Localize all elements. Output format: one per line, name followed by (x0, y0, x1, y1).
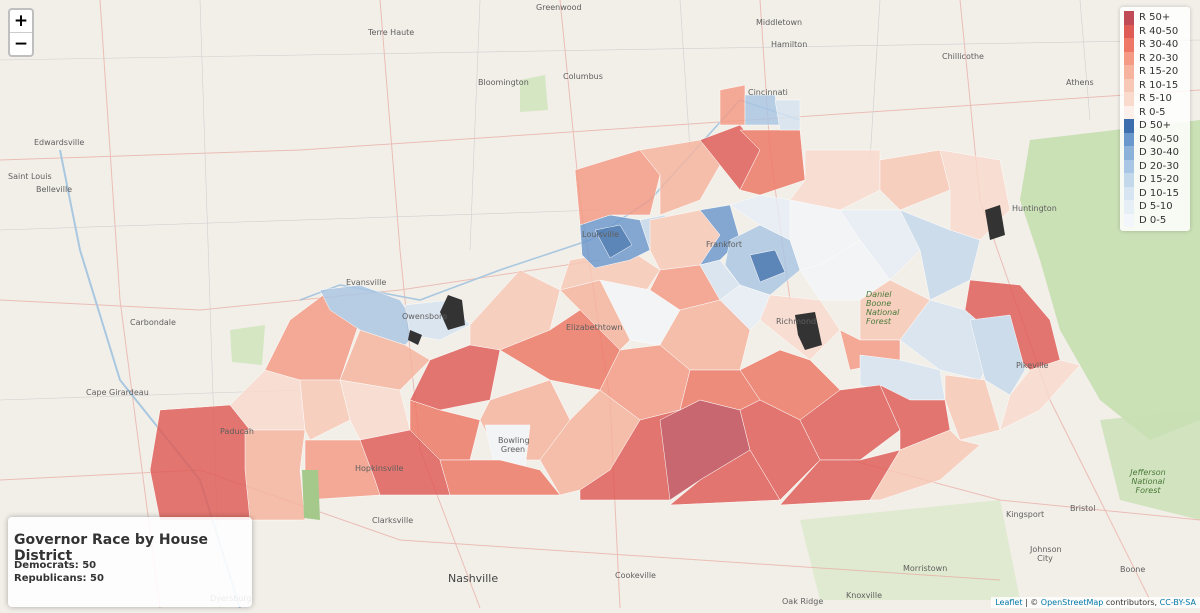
district[interactable] (749, 249, 786, 283)
district[interactable] (439, 459, 561, 496)
district[interactable] (719, 84, 746, 126)
legend-swatch (1124, 65, 1134, 79)
legend-label: D 40-50 (1139, 133, 1179, 145)
district[interactable] (944, 374, 1001, 441)
no-data-district[interactable] (795, 312, 822, 350)
legend-swatch (1124, 78, 1134, 92)
legend-label: D 30-40 (1139, 147, 1179, 159)
legend-swatch (1124, 186, 1134, 200)
legend-swatch (1124, 51, 1134, 65)
legend-label: R 0-5 (1139, 106, 1166, 118)
legend-item: R 0-5 (1124, 105, 1186, 119)
legend-item: D 5-10 (1124, 200, 1186, 214)
legend-label: D 5-10 (1139, 201, 1173, 213)
legend-item: R 10-15 (1124, 78, 1186, 92)
legend-swatch (1124, 11, 1134, 25)
license-link[interactable]: CC-BY-SA (1159, 598, 1196, 607)
legend-item: D 0-5 (1124, 213, 1186, 227)
legend-label: R 40-50 (1139, 25, 1179, 37)
info-panel: Governor Race by House District Democrat… (8, 517, 252, 607)
legend-item: D 15-20 (1124, 173, 1186, 187)
legend-swatch (1124, 24, 1134, 38)
legend-item: D 20-30 (1124, 159, 1186, 173)
info-title: Governor Race by House District (14, 532, 209, 564)
attribution-separator: | © (1022, 598, 1041, 607)
legend-label: D 50+ (1139, 120, 1171, 132)
leaflet-link[interactable]: Leaflet (995, 598, 1023, 607)
district[interactable] (969, 314, 1026, 396)
no-data-district[interactable] (440, 295, 465, 330)
legend-label: R 15-20 (1139, 66, 1179, 78)
legend-swatch (1124, 213, 1134, 227)
district[interactable] (744, 94, 781, 126)
legend-swatch (1124, 200, 1134, 214)
forest-area (302, 470, 320, 520)
legend-item: R 5-10 (1124, 92, 1186, 106)
legend-swatch (1124, 146, 1134, 160)
legend-label: D 15-20 (1139, 174, 1179, 186)
forest-area (230, 325, 265, 365)
democrats-count: Democrats: 50 (14, 560, 97, 571)
legend-item: D 40-50 (1124, 132, 1186, 146)
district[interactable] (339, 329, 431, 391)
republicans-count: Republicans: 50 (14, 573, 104, 584)
legend: R 50+ R 40-50 R 30-40 R 20-30 R 15-20 R 10-15… (1120, 7, 1190, 231)
district[interactable] (594, 224, 633, 259)
legend-label: R 20-30 (1139, 52, 1179, 64)
legend-label: D 10-15 (1139, 187, 1179, 199)
forest-area (800, 500, 1020, 600)
legend-swatch (1124, 38, 1134, 52)
legend-swatch (1124, 119, 1134, 133)
district[interactable] (879, 149, 951, 211)
zoom-control: + − (8, 8, 34, 57)
district[interactable] (244, 429, 306, 521)
legend-label: R 5-10 (1139, 93, 1172, 105)
legend-item: R 50+ (1124, 11, 1186, 25)
no-data-district[interactable] (985, 205, 1005, 240)
legend-swatch (1124, 92, 1134, 106)
legend-label: R 50+ (1139, 12, 1171, 24)
osm-link[interactable]: OpenStreetMap (1040, 598, 1104, 607)
forest-area (1100, 410, 1200, 520)
attribution-contributors: contributors, (1103, 598, 1160, 607)
district[interactable] (774, 99, 801, 131)
district[interactable] (299, 379, 351, 441)
forest-area (520, 75, 548, 112)
legend-label: D 20-30 (1139, 160, 1179, 172)
legend-item: D 30-40 (1124, 146, 1186, 160)
legend-label: D 0-5 (1139, 214, 1167, 226)
legend-item: R 30-40 (1124, 38, 1186, 52)
district[interactable] (839, 209, 921, 281)
legend-item: R 15-20 (1124, 65, 1186, 79)
legend-item: R 20-30 (1124, 51, 1186, 65)
attribution: Leaflet | © OpenStreetMap contributors, … (991, 597, 1200, 608)
legend-swatch (1124, 173, 1134, 187)
no-data-district[interactable] (408, 330, 422, 345)
legend-item: D 50+ (1124, 119, 1186, 133)
legend-item: R 40-50 (1124, 24, 1186, 38)
legend-swatch (1124, 159, 1134, 173)
legend-swatch (1124, 132, 1134, 146)
district[interactable] (719, 284, 771, 331)
district[interactable] (649, 264, 721, 311)
zoom-out-button[interactable]: − (13, 34, 29, 54)
legend-swatch (1124, 105, 1134, 119)
legend-label: R 10-15 (1139, 79, 1179, 91)
district[interactable] (669, 449, 781, 506)
legend-label: R 30-40 (1139, 39, 1179, 51)
kentucky-districts (149, 84, 1081, 521)
legend-item: D 10-15 (1124, 186, 1186, 200)
zoom-in-button[interactable]: + (10, 10, 32, 33)
district[interactable] (869, 429, 981, 501)
